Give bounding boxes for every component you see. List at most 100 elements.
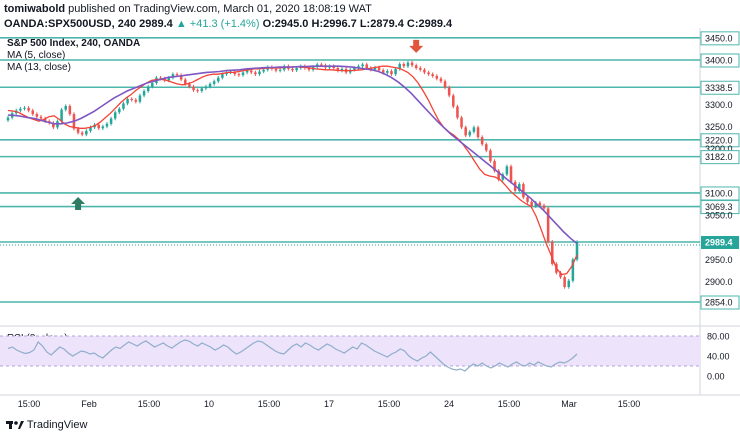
candle-body-92: [386, 71, 389, 73]
price-tick-12: 2950.0: [705, 255, 733, 265]
candle-46: [196, 88, 199, 93]
candle-body-103: [431, 74, 434, 76]
candle-6: [31, 108, 35, 116]
candle-body-104: [435, 75, 439, 79]
price-tick-label-12: 2950.0: [705, 255, 733, 265]
candle-13: [60, 107, 63, 123]
candle-32: [138, 93, 142, 104]
price-chart[interactable]: 3450.0 3400.0 3338.5 3300.0 3250.0 3220.03200…: [0, 0, 740, 415]
ma5-line: [7, 65, 578, 276]
candle-60: [254, 70, 257, 76]
candle-118: [493, 159, 496, 173]
candle-79: [332, 64, 336, 70]
candle-23: [101, 124, 105, 131]
candle-body-73: [307, 67, 311, 70]
time-axis[interactable]: 15:00 Feb 15:00 10 15:00 17 15:00 24 15:00 Mar 15:…: [18, 399, 641, 409]
candle-8: [39, 114, 43, 121]
candle-body-69: [291, 68, 294, 71]
price-tag-box-9: [700, 200, 740, 215]
candle-body-48: [204, 86, 208, 89]
candle-body-55: [233, 71, 237, 75]
rsi-tick-label-0: 80.00: [707, 332, 730, 342]
candle-57: [241, 70, 245, 77]
rsi-axis[interactable]: 80.00 40.00 0.00: [707, 332, 730, 382]
candle-body-87: [365, 64, 368, 68]
price-tag-box-8: [700, 186, 740, 201]
candle-body-31: [134, 99, 138, 102]
candle-body-76: [320, 64, 323, 66]
footer: TradingView: [0, 415, 740, 437]
candle-body-98: [410, 62, 414, 66]
price-tick-0: 3450.0: [700, 31, 740, 46]
time-tick-label-5: 17: [324, 399, 334, 409]
candle-body-34: [146, 86, 150, 92]
candle-131: [546, 206, 550, 244]
candle-body-95: [398, 63, 401, 69]
candle-11: [52, 121, 55, 130]
candle-124: [518, 182, 521, 193]
candle-body-84: [353, 67, 356, 70]
candle-body-33: [142, 91, 146, 96]
tradingview-brand[interactable]: TradingView: [6, 418, 87, 431]
price-tick-8: 3100.0: [700, 186, 740, 201]
candle-body-39: [167, 77, 171, 81]
candle-body-62: [262, 69, 265, 72]
author-name[interactable]: tomiwabold: [4, 3, 66, 15]
rsi-tick-label-1: 40.00: [707, 352, 730, 362]
candle-body-134: [559, 272, 562, 278]
candle-body-51: [217, 77, 220, 82]
candle-86: [361, 62, 364, 68]
time-tick-label-3: 10: [204, 399, 214, 409]
candle-100: [419, 66, 422, 72]
candle-26: [113, 110, 117, 121]
candle-body-35: [151, 83, 154, 87]
candle-body-40: [171, 74, 175, 78]
price-tick-label-14: 2854.0: [705, 298, 733, 308]
candle-25: [109, 116, 113, 126]
legend-ma13[interactable]: MA (13, close): [7, 62, 71, 73]
legend-title: S&P 500 Index, 240, OANDA: [7, 38, 141, 49]
candle-body-61: [258, 71, 261, 75]
candle-body-122: [509, 166, 513, 182]
candle-51: [217, 75, 220, 84]
last-price: 2989.4: [139, 18, 173, 30]
candle-138: [575, 240, 579, 262]
candle-body-106: [443, 81, 447, 88]
candle-116: [485, 142, 488, 153]
legend-ma5[interactable]: MA (5, close): [7, 50, 66, 61]
candle-body-101: [423, 69, 426, 73]
candle-104: [435, 74, 439, 81]
candle-114: [476, 125, 480, 139]
time-tick-label-0: 15:00: [18, 399, 41, 409]
candle-136: [567, 278, 571, 289]
candle-body-117: [489, 150, 492, 162]
candle-body-24: [105, 123, 109, 127]
candle-body-8: [39, 116, 43, 119]
chart-header: tomiwabold published on TradingView.com,…: [0, 0, 740, 36]
candle-body-66: [278, 69, 282, 71]
time-tick-label-4: 15:00: [258, 399, 281, 409]
candle-body-85: [357, 66, 360, 68]
price-tick-label-8: 3100.0: [705, 188, 733, 198]
candle-27: [118, 106, 121, 115]
candle-48: [204, 84, 208, 91]
candle-15: [68, 104, 72, 116]
candle-body-93: [390, 71, 393, 75]
candle-body-25: [109, 118, 113, 124]
candle-105: [439, 76, 443, 84]
candle-34: [146, 84, 150, 93]
price-axis[interactable]: 3450.0 3400.0 3338.5 3300.0 3250.0 3220.03200…: [700, 31, 740, 310]
candle-body-9: [43, 118, 47, 122]
publish-info: tomiwabold published on TradingView.com,…: [4, 3, 372, 15]
candle-body-37: [159, 77, 162, 79]
candle-19: [85, 129, 88, 137]
candle-body-91: [381, 70, 385, 73]
price-tick-14: 2854.0: [700, 295, 740, 310]
candle-81: [340, 67, 344, 73]
candle-125: [522, 182, 525, 200]
price-tick-label-11: 2989.4: [705, 237, 733, 247]
candle-61: [258, 69, 261, 76]
candle-body-136: [567, 280, 571, 287]
price-tick-label-13: 2900.0: [705, 277, 733, 287]
candle-49: [208, 82, 212, 89]
